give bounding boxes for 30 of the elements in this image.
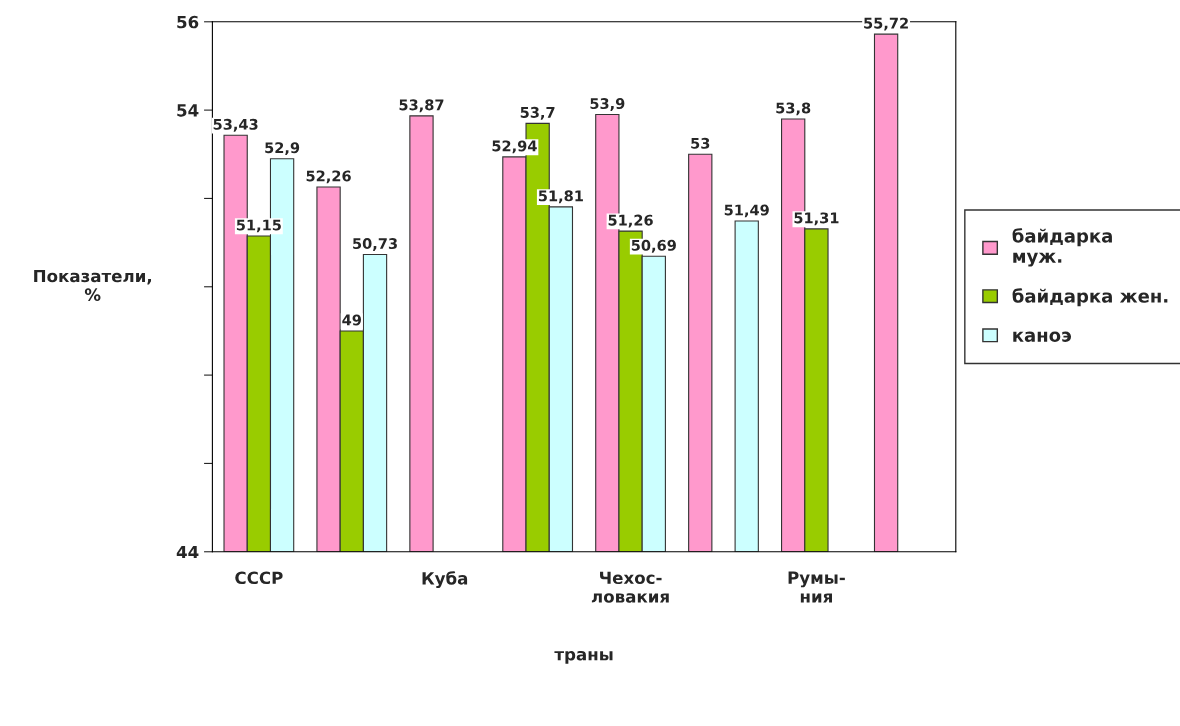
legend-label: байдарка муж.: [1012, 228, 1112, 267]
data-label: 53,87: [399, 99, 444, 113]
data-label: 51,81: [538, 190, 583, 204]
data-label: 52,94: [492, 140, 537, 154]
x-tick-label: Румы- ния: [788, 571, 845, 603]
y-tick-label: 54: [177, 104, 199, 117]
data-label: 55,72: [864, 17, 908, 31]
data-label: 53,43: [213, 118, 258, 132]
y-tick-label: 44: [176, 545, 199, 559]
data-label: 51,26: [608, 214, 653, 228]
y-axis-title: Показатели, %: [34, 269, 152, 301]
data-label: 53,7: [520, 106, 555, 120]
x-tick-label: Куба: [422, 571, 468, 589]
data-label: 51,31: [794, 212, 839, 226]
data-label: 50,73: [353, 238, 397, 251]
x-tick-label: СССР: [235, 571, 283, 585]
data-label: 52,9: [265, 142, 300, 156]
data-label: 53,8: [776, 102, 811, 116]
x-tick-label: Чехос- ловакия: [591, 571, 669, 603]
legend-label: каноэ: [1013, 331, 1072, 342]
data-label: 51,49: [724, 204, 769, 218]
legend-label: байдарка жен.: [1012, 288, 1168, 307]
data-label: 52,26: [306, 170, 351, 184]
data-label: 51,15: [236, 219, 281, 233]
y-tick-label: 56: [177, 15, 199, 29]
data-label: 49: [342, 314, 361, 326]
data-label: 53: [691, 137, 710, 149]
data-label: 50,69: [631, 239, 676, 253]
x-axis-title: траны: [554, 651, 613, 664]
data-label: 53,9: [590, 98, 625, 111]
